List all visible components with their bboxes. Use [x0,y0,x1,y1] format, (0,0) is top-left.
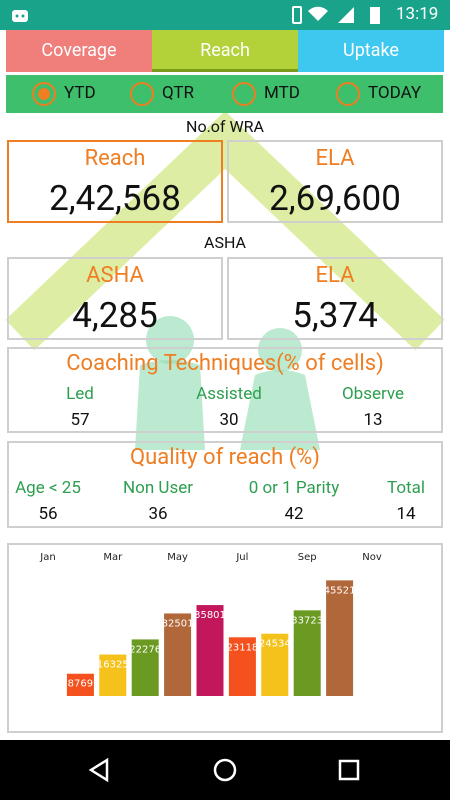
tab[interactable]: Coverage [6,30,152,72]
x-tick-label: Sep [298,552,317,563]
column-label: Age < 25 [15,478,81,498]
column-value: 42 [284,504,304,524]
card-label: ELA [315,146,355,171]
x-tick-label: Nov [362,552,382,563]
android-icon [12,10,28,22]
panel-title: Quality of reach (%) [130,445,320,470]
column-label: Observe [341,384,405,404]
data-label: 22276 [129,644,161,655]
column-label: Assisted [196,384,262,404]
data-label: 16325 [97,660,129,671]
quality-panel: Quality of reach (%) Age < 25 56 Non User 3… [7,441,443,528]
coaching-panel: Coaching Techniques(% of cells) Led 57 Ass… [7,347,443,433]
column-value: 30 [219,410,239,430]
card-label: Reach [84,146,146,171]
home-button[interactable] [213,758,237,782]
bar [196,605,224,696]
recents-button[interactable] [338,759,360,781]
bar [131,639,159,696]
stat-card[interactable]: ELA 2,69,600 [227,140,443,223]
stat-card[interactable]: Reach 2,42,568 [7,140,223,223]
card-value: 5,374 [292,295,378,336]
card-label: ASHA [86,263,144,288]
bar [261,633,289,696]
column-value: 36 [148,504,168,524]
section-title: No.of WRA [186,117,264,136]
panel-title: Coaching Techniques(% of cells) [66,351,384,376]
data-label: 32501 [162,618,194,629]
column-value: 57 [70,410,90,430]
card-value: 2,69,600 [269,178,401,219]
radio-label: MTD [264,83,300,103]
card-label: ELA [315,263,355,288]
column-value: 13 [363,410,383,430]
chart-panel: Jan 8769 Mar 16325 22276 May 32501 35801 Jul 2311… [7,543,443,733]
column-value: 14 [396,504,416,524]
column-label: Non User [122,478,194,498]
status-bar: 13:19 [0,0,450,30]
bar [228,637,256,696]
x-tick-label: Mar [103,552,123,563]
period-bar: YTD QTR MTD TODAY [6,75,443,113]
column-value: 56 [38,504,58,524]
data-label: 33723 [291,615,323,626]
back-button[interactable] [88,757,109,783]
data-label: 24534 [259,639,291,650]
bar [293,610,321,696]
clock: 13:19 [396,4,439,24]
status-icons [292,6,380,24]
card-value: 2,42,568 [49,178,181,219]
tab[interactable]: Reach [152,30,298,72]
radio-button[interactable] [130,82,154,106]
nav-bar [0,740,450,800]
radio-button[interactable] [32,82,56,106]
radio-button[interactable] [336,82,360,106]
radio-label: QTR [162,83,194,103]
x-tick-label: May [167,552,188,563]
x-tick-label: Jul [235,552,248,563]
radio-label: TODAY [368,83,422,103]
column-label: 0 or 1 Parity [248,478,340,498]
column-label: Total [387,478,425,498]
data-label: 23118 [226,642,258,653]
card-value: 4,285 [72,295,158,336]
data-label: 35801 [194,610,226,621]
radio-label: YTD [64,83,96,103]
stat-card[interactable]: ELA 5,374 [227,257,443,340]
tab[interactable]: Uptake [298,30,444,72]
radio-button[interactable] [232,82,256,106]
bar [66,673,94,696]
column-label: Led [66,384,94,404]
bar [99,654,127,696]
section-title: ASHA [204,233,246,252]
data-label: 45521 [324,585,356,596]
data-label: 8769 [68,679,93,690]
stat-card[interactable]: ASHA 4,285 [7,257,223,340]
x-tick-label: Jan [39,552,55,563]
radio-dot [38,88,50,100]
nav-icons [88,757,360,783]
bar [164,613,192,696]
bar [326,580,354,696]
